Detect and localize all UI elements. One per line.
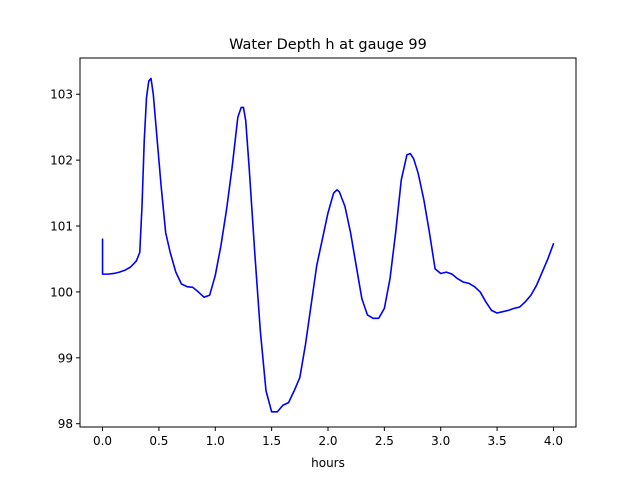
y-tick-label: 99	[58, 351, 73, 365]
x-tick-label: 3.0	[431, 434, 450, 448]
x-tick-label: 0.0	[93, 434, 112, 448]
y-tick-label: 100	[50, 285, 73, 299]
x-tick-label: 1.5	[262, 434, 281, 448]
x-axis: 0.0 0.5 1.0 1.5 2.0 2.5 3.0 3.5 4.0	[93, 427, 563, 448]
y-tick-label: 102	[50, 154, 73, 168]
plot-area	[101, 77, 555, 413]
x-tick-label: 3.5	[488, 434, 507, 448]
series-line-0	[101, 77, 555, 413]
y-axis: 98 99 100 101 102 103	[50, 88, 80, 431]
x-tick-label: 0.5	[149, 434, 168, 448]
y-tick-label: 98	[58, 417, 73, 431]
x-tick-label: 4.0	[544, 434, 563, 448]
y-tick-label: 103	[50, 88, 73, 102]
y-tick-label: 101	[50, 220, 73, 234]
chart-title: Water Depth h at gauge 99	[229, 37, 427, 53]
x-tick-label: 2.5	[375, 434, 394, 448]
x-axis-label: hours	[311, 456, 345, 470]
x-tick-label: 1.0	[206, 434, 225, 448]
x-tick-label: 2.0	[318, 434, 337, 448]
